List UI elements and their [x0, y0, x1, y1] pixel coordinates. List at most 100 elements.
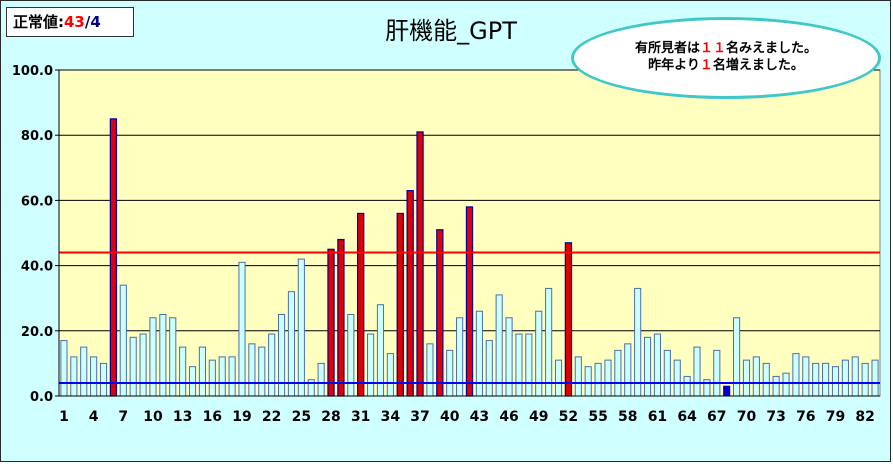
data-bar [208, 359, 216, 397]
data-bar [554, 359, 563, 397]
data-bar [119, 284, 127, 397]
data-bar [772, 375, 780, 397]
data-bar [129, 336, 137, 397]
callout-line-1-suffix: 名みえました。 [726, 41, 818, 56]
data-bar [495, 294, 503, 397]
callout-line-1-text: 有所見者は [634, 41, 700, 56]
summary-callout: 有所見者は１１名みえました。 昨年より１名増えました。 [571, 17, 881, 99]
data-bar [485, 340, 493, 397]
data-bar [337, 238, 345, 397]
data-bar [762, 362, 770, 397]
x-tick-label: 1 [59, 409, 69, 425]
chart-title: 肝機能_GPT [385, 17, 517, 45]
data-bar [367, 333, 375, 397]
data-bar [268, 333, 276, 397]
normal-value-box: 正常値:43/4 [6, 7, 134, 37]
data-bar [653, 333, 662, 397]
x-tick-label: 52 [559, 409, 578, 425]
y-tick-label: 80.0 [21, 129, 53, 144]
x-tick-label: 73 [766, 409, 785, 425]
data-bar [802, 356, 810, 397]
data-bar [80, 346, 88, 397]
x-tick-label: 70 [737, 409, 757, 425]
callout-line-2: 昨年より１名増えました。 [574, 57, 878, 74]
data-bar [70, 356, 78, 397]
y-tick-label: 0.0 [30, 390, 53, 405]
data-bar [149, 317, 157, 397]
data-bar [525, 333, 533, 397]
data-bar [643, 336, 652, 397]
x-tick-label: 58 [618, 409, 637, 425]
x-tick-label: 10 [143, 409, 163, 425]
data-bar [822, 362, 830, 397]
x-tick-label: 34 [381, 409, 401, 425]
data-bar [604, 359, 612, 397]
y-tick-label: 100.0 [12, 64, 53, 79]
data-bar [357, 212, 365, 397]
data-bar [416, 131, 424, 397]
y-tick-label: 20.0 [21, 325, 53, 340]
data-bar [545, 287, 553, 397]
data-bar [198, 346, 206, 397]
y-tick-label: 60.0 [21, 194, 53, 209]
y-tick-label: 40.0 [21, 260, 53, 275]
callout-line-2-suffix: 名増えました。 [712, 58, 804, 73]
x-tick-label: 22 [262, 409, 281, 425]
data-bar [179, 346, 187, 397]
data-bar [594, 362, 602, 397]
data-bar [60, 340, 68, 397]
x-tick-label: 37 [410, 409, 429, 425]
x-tick-label: 82 [855, 409, 874, 425]
data-bar [574, 356, 582, 397]
x-tick-label: 4 [89, 409, 99, 425]
data-bar [406, 190, 414, 397]
x-tick-label: 55 [588, 409, 607, 425]
data-bar [238, 261, 246, 397]
x-tick-label: 25 [292, 409, 311, 425]
data-bar [733, 317, 741, 397]
data-bar [851, 356, 859, 397]
data-bar [841, 359, 849, 397]
x-tick-label: 79 [826, 409, 845, 425]
data-bar [861, 362, 869, 397]
normal-value-label: 正常値: [13, 13, 64, 31]
data-bar [782, 372, 790, 397]
data-bar [584, 366, 592, 397]
data-bar [871, 359, 879, 397]
x-tick-label: 43 [470, 409, 489, 425]
data-bar [831, 366, 840, 397]
normal-value-high: 43 [64, 13, 85, 31]
data-bar [228, 356, 236, 397]
normal-value-low: 4 [90, 13, 101, 31]
data-bar [218, 356, 226, 397]
normal-value-separator: / [84, 13, 91, 31]
data-bar [297, 258, 305, 397]
data-bar [673, 359, 681, 397]
callout-line-2-count: １ [699, 58, 713, 73]
data-bar [426, 343, 434, 397]
data-bar [386, 353, 394, 397]
data-bar [683, 375, 691, 397]
callout-line-1-count: １１ [699, 41, 726, 56]
x-tick-label: 40 [440, 409, 460, 425]
data-bar [169, 317, 177, 397]
data-bar [99, 362, 108, 397]
x-tick-label: 31 [351, 409, 370, 425]
data-bar [109, 118, 118, 397]
data-bar [742, 359, 751, 397]
data-bar [258, 346, 266, 397]
data-bar [456, 317, 464, 397]
data-bar [327, 248, 335, 397]
data-bar [436, 229, 444, 397]
data-bar [396, 212, 404, 397]
data-bar [723, 385, 731, 397]
data-bar [287, 291, 296, 397]
x-tick-label: 13 [173, 409, 192, 425]
x-tick-label: 28 [321, 409, 340, 425]
data-bar [139, 333, 147, 397]
data-bar [663, 349, 671, 397]
x-tick-label: 67 [707, 409, 726, 425]
data-bar [505, 317, 513, 397]
data-bar [90, 356, 98, 397]
